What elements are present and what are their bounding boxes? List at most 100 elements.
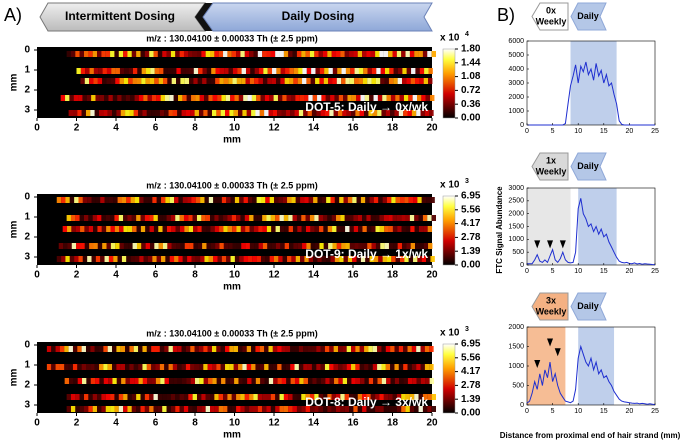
heatmap-texture bbox=[162, 406, 167, 412]
heatmap-texture bbox=[283, 406, 289, 412]
heatmap-texture bbox=[309, 394, 315, 400]
heatmap-texture bbox=[188, 51, 193, 57]
x-tick-label: 15 bbox=[600, 408, 608, 415]
heatmap-texture bbox=[228, 243, 233, 249]
heatmap-texture bbox=[341, 243, 346, 249]
heatmap-texture bbox=[66, 394, 72, 400]
heatmap-texture bbox=[165, 197, 170, 203]
heatmap-texture bbox=[246, 364, 252, 370]
heatmap-texture bbox=[351, 364, 356, 370]
heatmap-texture bbox=[322, 406, 328, 412]
heatmap-texture bbox=[193, 243, 198, 249]
heatmap-texture bbox=[407, 346, 412, 352]
heatmap-texture bbox=[328, 78, 333, 84]
heatmap-texture bbox=[262, 226, 267, 232]
heatmap-texture bbox=[112, 364, 117, 370]
heatmap-texture bbox=[364, 110, 369, 116]
heatmap-texture bbox=[184, 78, 190, 84]
heatmap-texture bbox=[188, 226, 194, 232]
colorbar-tick-label: 0.72 bbox=[461, 85, 481, 96]
heatmap-texture bbox=[411, 364, 417, 370]
heatmap-texture bbox=[419, 78, 424, 84]
heatmap-texture bbox=[414, 394, 419, 400]
heatmap-texture bbox=[196, 215, 202, 221]
y-tick-label: 500 bbox=[512, 382, 524, 389]
heatmap-texture bbox=[213, 197, 218, 203]
heatmap-texture bbox=[318, 51, 324, 57]
arrow-marker bbox=[559, 240, 566, 249]
heatmap-texture bbox=[343, 197, 348, 203]
heatmap-texture bbox=[326, 256, 331, 262]
heatmap-texture bbox=[353, 406, 358, 412]
heatmap-texture bbox=[390, 95, 396, 101]
heatmap-texture bbox=[234, 378, 239, 384]
heatmap-texture bbox=[323, 243, 329, 249]
heatmap-texture bbox=[353, 394, 358, 400]
heatmap-texture bbox=[364, 364, 369, 370]
x-tick-label: 2 bbox=[74, 270, 80, 281]
heatmap-texture bbox=[288, 226, 294, 232]
heatmap-texture bbox=[245, 68, 251, 74]
heatmap-texture bbox=[311, 110, 317, 116]
heatmap-texture bbox=[316, 378, 322, 384]
heatmap-texture bbox=[343, 256, 348, 262]
heatmap-texture bbox=[262, 78, 268, 84]
heatmap-texture bbox=[146, 110, 152, 116]
heatmap-texture bbox=[318, 394, 324, 400]
heatmap-texture bbox=[164, 346, 169, 352]
colorbar-multiplier: x 10 bbox=[440, 33, 460, 44]
x-axis-label: mm bbox=[223, 282, 241, 293]
heatmap-texture bbox=[146, 68, 151, 74]
heatmap-texture bbox=[95, 256, 101, 262]
heatmap-texture bbox=[82, 378, 87, 384]
heatmap-texture bbox=[71, 226, 76, 232]
heatmap-texture bbox=[226, 256, 231, 262]
heatmap-texture bbox=[256, 256, 262, 262]
heatmap-texture bbox=[117, 197, 122, 203]
y-tick-label: 1 bbox=[24, 360, 30, 371]
heatmap-texture bbox=[140, 226, 146, 232]
heatmap-texture bbox=[375, 394, 380, 400]
heatmap-texture bbox=[258, 68, 264, 74]
heatmap-texture bbox=[281, 364, 286, 370]
x-tick-label: 10 bbox=[574, 268, 582, 275]
heatmap-texture bbox=[97, 243, 103, 249]
heatmap-texture bbox=[119, 78, 124, 84]
heatmap-texture bbox=[344, 215, 350, 221]
heatmap-texture bbox=[271, 243, 277, 249]
heatmap-texture bbox=[103, 110, 108, 116]
heatmap-texture bbox=[300, 197, 305, 203]
heatmap-texture bbox=[240, 215, 245, 221]
heatmap-texture bbox=[292, 226, 298, 232]
heatmap-texture bbox=[68, 364, 73, 370]
heatmap-texture bbox=[159, 346, 165, 352]
heatmap-texture bbox=[340, 406, 345, 412]
heatmap-texture bbox=[257, 406, 263, 412]
heatmap-texture bbox=[195, 197, 201, 203]
heatmap-texture bbox=[116, 346, 121, 352]
heatmap-texture bbox=[296, 406, 302, 412]
heatmap-texture bbox=[312, 378, 317, 384]
heatmap-texture bbox=[234, 95, 239, 101]
heatmap-texture bbox=[240, 226, 246, 232]
heatmap-texture bbox=[318, 406, 324, 412]
heatmap-texture bbox=[100, 197, 105, 203]
heatmap-texture bbox=[131, 51, 137, 57]
heatmap-texture bbox=[88, 215, 93, 221]
heatmap-texture bbox=[197, 78, 203, 84]
heatmap-texture bbox=[147, 95, 152, 101]
heatmap-texture bbox=[256, 95, 261, 101]
heatmap-texture bbox=[334, 378, 339, 384]
colorbar-tick-label: 0.00 bbox=[461, 113, 481, 124]
x-axis-label: mm bbox=[223, 135, 241, 146]
heatmap-texture bbox=[373, 378, 378, 384]
x-tick-label: 16 bbox=[347, 270, 359, 281]
heatmap-texture bbox=[149, 226, 154, 232]
heatmap-texture bbox=[232, 243, 237, 249]
heatmap-texture bbox=[333, 364, 339, 370]
heatmap-texture bbox=[227, 226, 233, 232]
annotation: DOT-8: Daily → 3x/wk bbox=[305, 395, 428, 409]
heatmap-texture bbox=[411, 346, 417, 352]
heatmap-texture bbox=[192, 51, 198, 57]
